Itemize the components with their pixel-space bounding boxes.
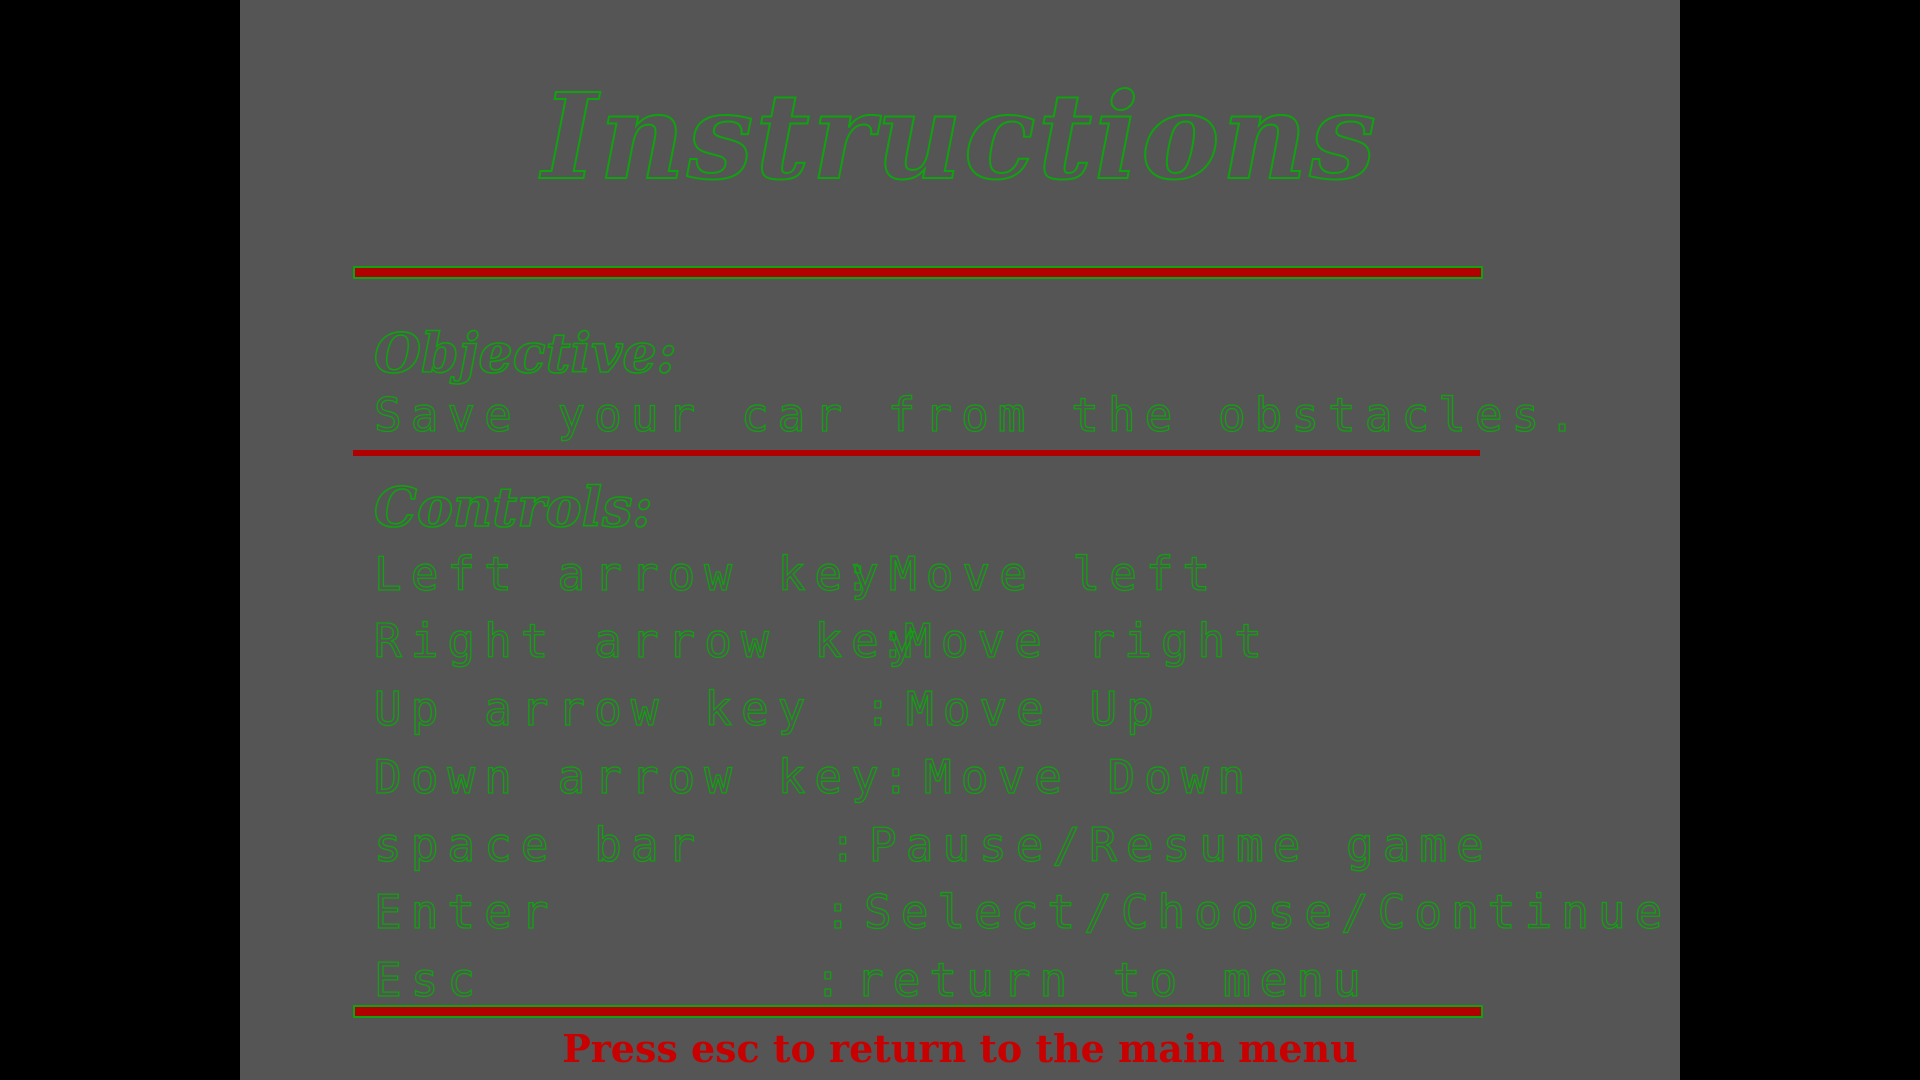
control-key: space bar bbox=[373, 818, 705, 872]
control-key: Right arrow key bbox=[373, 614, 925, 668]
control-separator: : bbox=[823, 885, 861, 939]
control-separator: : bbox=[878, 614, 916, 668]
control-key: Esc bbox=[373, 953, 485, 1007]
control-action: Move left bbox=[888, 547, 1220, 601]
control-key: Up arrow key bbox=[373, 682, 815, 736]
objective-heading: Objective: bbox=[373, 321, 677, 385]
control-action: Move Up bbox=[905, 682, 1163, 736]
controls-heading: Controls: bbox=[373, 475, 653, 539]
section-divider bbox=[353, 450, 1480, 456]
control-action: Select/Choose/Continue bbox=[863, 885, 1672, 939]
control-key: Left arrow key bbox=[373, 547, 888, 601]
page-title: Instructions bbox=[541, 67, 1378, 206]
control-key: Enter bbox=[373, 885, 558, 939]
game-screen: Instructions Objective: Save your car fr… bbox=[240, 0, 1680, 1080]
control-action: Move right bbox=[903, 614, 1271, 668]
control-action: Pause/Resume game bbox=[868, 818, 1493, 872]
control-separator: : bbox=[863, 682, 901, 736]
control-action: return to menu bbox=[855, 953, 1370, 1007]
control-action: Move Down bbox=[923, 750, 1255, 804]
top-divider-bar bbox=[353, 266, 1483, 279]
control-separator: : bbox=[828, 818, 866, 872]
control-separator: : bbox=[843, 547, 881, 601]
control-key: Down arrow key bbox=[373, 750, 888, 804]
control-separator: : bbox=[881, 750, 919, 804]
objective-text: Save your car from the obstacles. bbox=[373, 388, 1585, 442]
control-separator: : bbox=[813, 953, 851, 1007]
return-hint: Press esc to return to the main menu bbox=[562, 1026, 1358, 1071]
bottom-divider-bar bbox=[353, 1005, 1483, 1018]
